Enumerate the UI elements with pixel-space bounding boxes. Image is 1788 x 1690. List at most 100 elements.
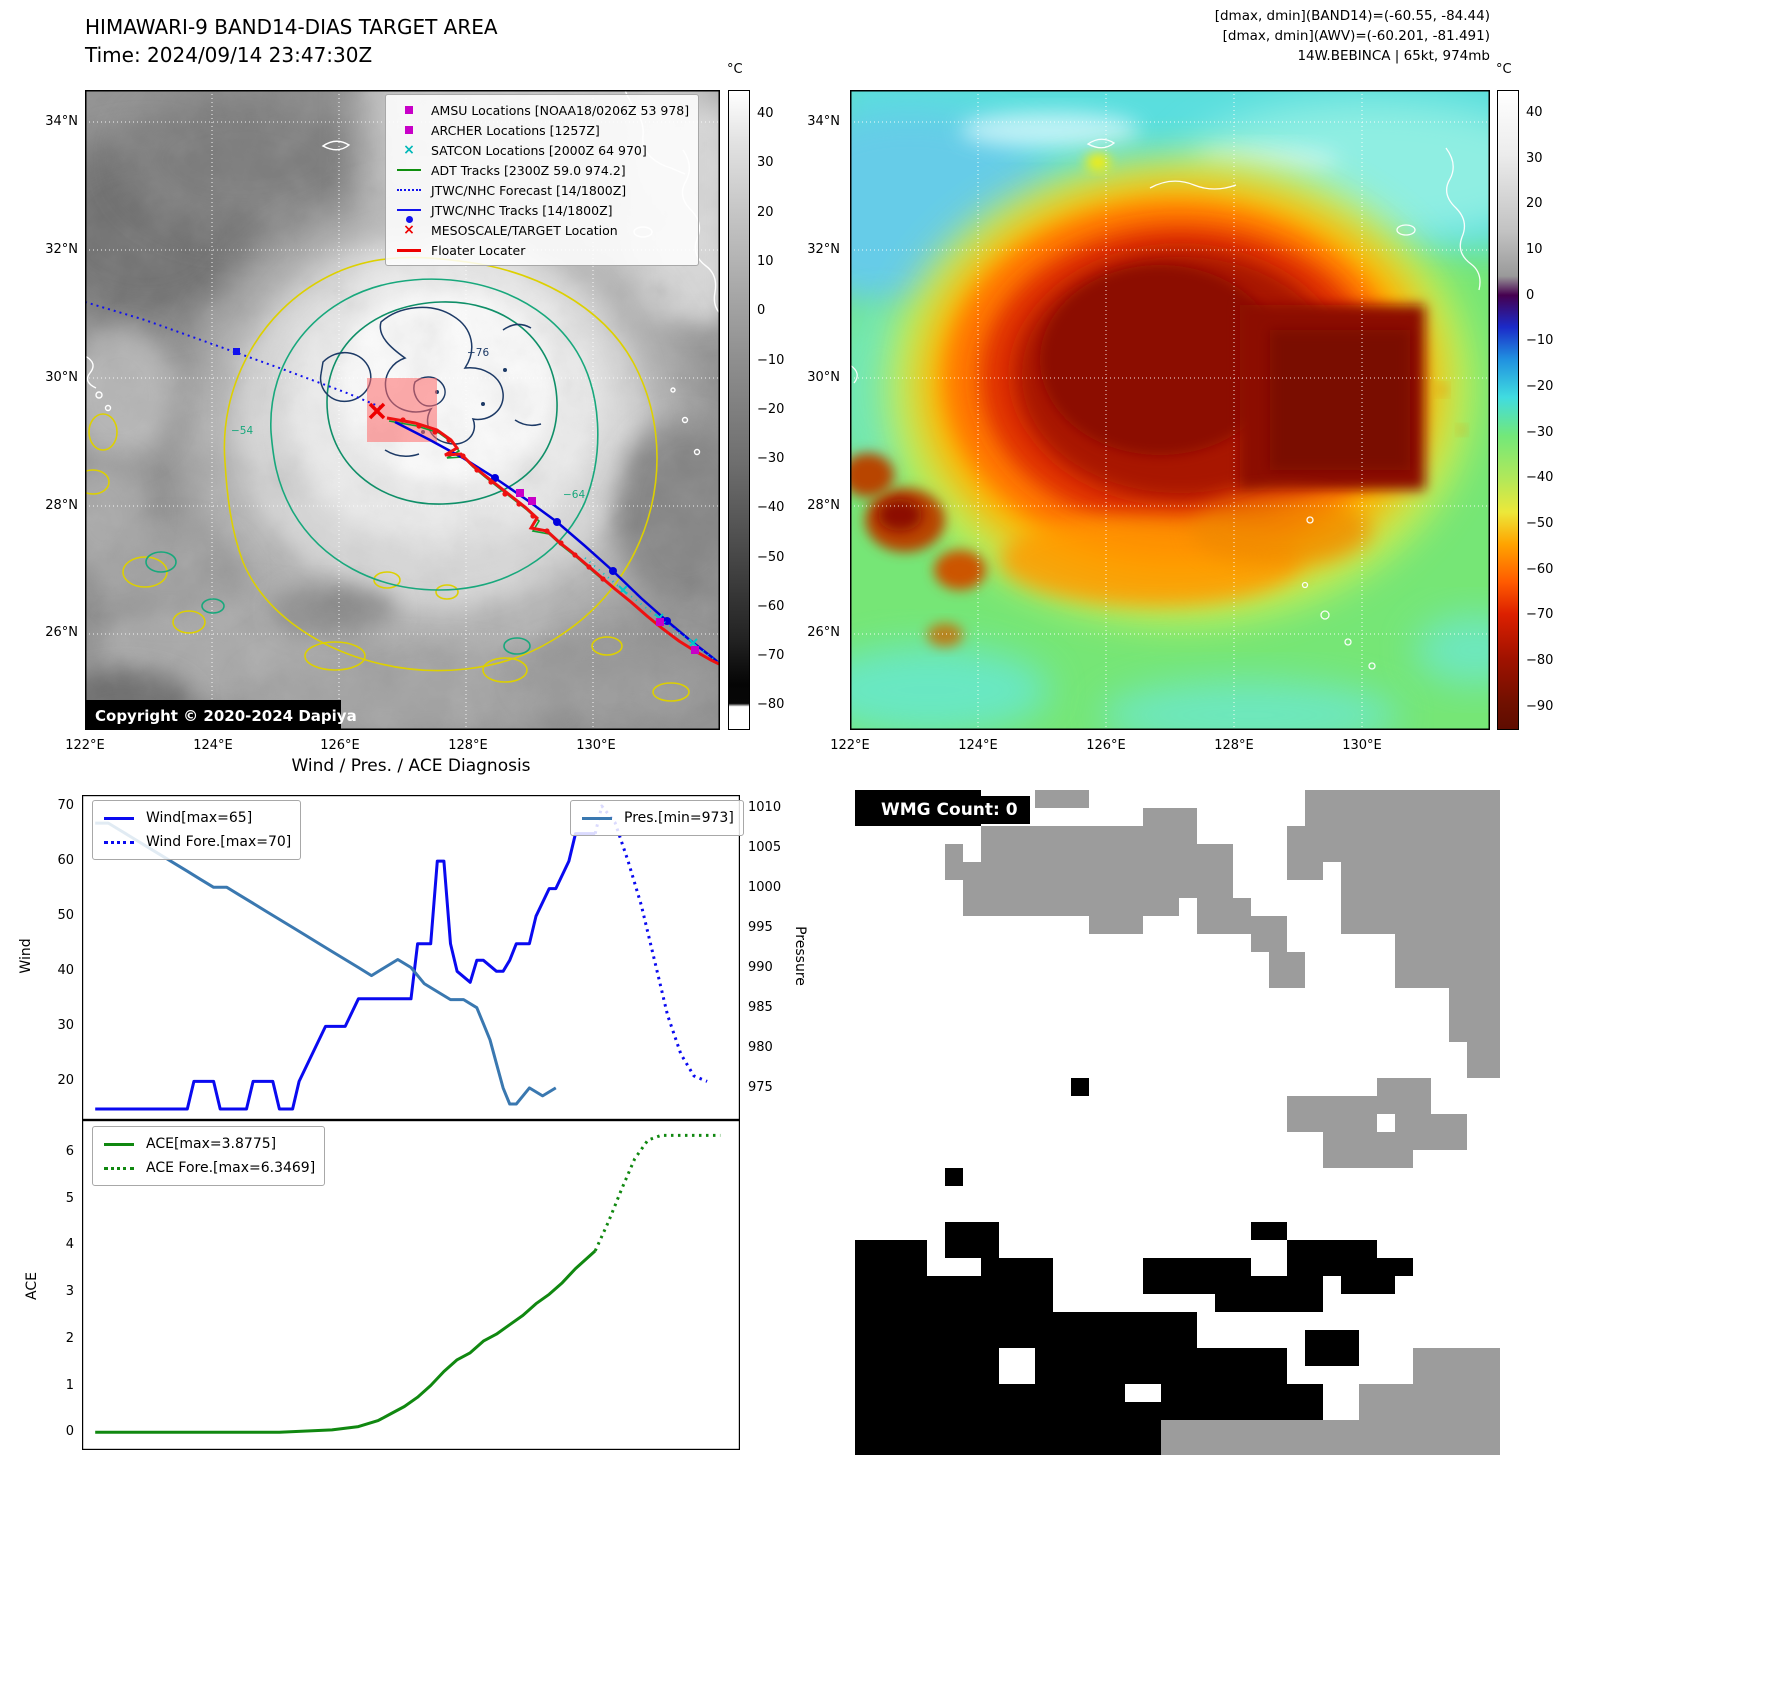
pressure-ytick: 1005 (748, 840, 782, 855)
ace-axis-label: ACE (24, 1272, 40, 1300)
colorbar-tick: −40 (1526, 470, 1554, 485)
lon-tick: 130°E (576, 738, 616, 753)
pressure-ytick: 975 (748, 1080, 773, 1095)
series-line (95, 1249, 597, 1434)
lat-tick: 34°N (807, 114, 840, 129)
colorbar-tick: 10 (757, 254, 774, 269)
colorbar-tick: −80 (1526, 653, 1554, 668)
colorbar-tick: 20 (1526, 196, 1543, 211)
ace-ytick: 5 (65, 1191, 74, 1206)
right-map-frame (850, 90, 1490, 730)
colorbar-tick: −70 (757, 648, 785, 663)
amsu-archer-markers (516, 489, 699, 654)
colorbar-tick: 0 (757, 303, 766, 318)
dmax-dmin-awv: [dmax, dmin](AWV)=(-60.201, -81.491) (1222, 28, 1490, 44)
left-map-contours (85, 256, 690, 702)
lon-tick: 124°E (958, 738, 998, 753)
colorbar-tick: −80 (757, 697, 785, 712)
legend-item-amsu: AMSU Locations [NOAA18/0206Z 53 978] (395, 100, 689, 120)
mesoscale-target-x-icon (368, 402, 386, 420)
legend-item-mesoscale: × MESOSCALE/TARGET Location (395, 220, 689, 240)
right-colorbar (1497, 90, 1519, 730)
lat-tick: 30°N (807, 370, 840, 385)
colorbar-tick: 30 (757, 155, 774, 170)
ace-ytick: 3 (65, 1284, 74, 1299)
series-line (593, 804, 708, 1083)
wmg-mask (855, 790, 1500, 1455)
legend-item-adt: ADT Tracks [2300Z 59.0 974.2] (395, 160, 689, 180)
lon-tick: 126°E (1086, 738, 1126, 753)
colorbar-tick: −50 (757, 550, 785, 565)
legend-item-jtwc-track: JTWC/NHC Tracks [14/1800Z] (395, 200, 689, 223)
floater-line-icon (395, 248, 423, 252)
legend-item-archer: ARCHER Locations [1257Z] (395, 120, 689, 140)
contour-label: −54 (231, 425, 253, 437)
left-map-title: HIMAWARI-9 BAND14-DIAS TARGET AREA (85, 15, 498, 39)
dmax-dmin-band14: [dmax, dmin](BAND14)=(-60.55, -84.44) (1214, 8, 1490, 24)
ace-fore-dotted-icon (102, 1166, 136, 1170)
archer-square-icon (395, 126, 423, 134)
right-map-coastlines (850, 138, 1481, 670)
legend-item-wind-fore: Wind Fore.[max=70] (102, 830, 291, 854)
wind-ytick: 30 (57, 1018, 74, 1033)
left-map-frame (85, 90, 720, 730)
colorbar-tick: 20 (757, 205, 774, 220)
wmg-count-badge: WMG Count: 0 (869, 796, 1030, 824)
right-satellite-map (850, 90, 1490, 730)
colorbar-tick: −20 (1526, 379, 1554, 394)
lon-tick: 122°E (830, 738, 870, 753)
colorbar-tick: −90 (1526, 699, 1554, 714)
lat-tick: 26°N (45, 625, 78, 640)
colorbar-tick: −30 (1526, 425, 1554, 440)
right-map-info: [dmax, dmin](BAND14)=(-60.55, -84.44) [d… (1140, 6, 1490, 66)
wind-line-icon (102, 816, 136, 820)
ace-legend: ACE[max=3.8775] ACE Fore.[max=6.3469] (92, 1126, 326, 1186)
copyright-banner: Copyright © 2020-2024 Dapiya (85, 700, 357, 730)
colorbar-tick: −60 (1526, 562, 1554, 577)
target-x-icon: × (403, 222, 415, 238)
pressure-line-icon (580, 816, 614, 820)
colorbar-tick: −70 (1526, 607, 1554, 622)
lat-tick: 32°N (807, 242, 840, 257)
adt-line-icon (395, 169, 423, 171)
left-colorbar (728, 90, 750, 730)
lon-tick: 128°E (1214, 738, 1254, 753)
colorbar-tick: 10 (1526, 242, 1543, 257)
wind-pressure-chart (82, 795, 740, 1120)
colorbar-tick: −40 (757, 500, 785, 515)
right-map-imagery (850, 90, 1490, 730)
wind-ytick: 20 (57, 1073, 74, 1088)
left-map-tracks (85, 301, 720, 667)
pressure-legend: Pres.[min=973] (570, 800, 744, 836)
legend-item-pressure: Pres.[min=973] (580, 806, 734, 830)
colorbar-tick: −60 (757, 599, 785, 614)
lat-tick: 26°N (807, 625, 840, 640)
storm-status: 14W.BEBINCA | 65kt, 974mb (1297, 48, 1490, 64)
lon-tick: 130°E (1342, 738, 1382, 753)
diagnosis-title: Wind / Pres. / ACE Diagnosis (291, 756, 531, 776)
lat-tick: 30°N (45, 370, 78, 385)
wind-axis-label: Wind (18, 938, 34, 974)
map-legend: AMSU Locations [NOAA18/0206Z 53 978] ARC… (385, 94, 700, 266)
right-map-grid (850, 90, 1490, 730)
ace-ytick: 0 (65, 1424, 74, 1439)
wind-ytick: 40 (57, 963, 74, 978)
colorbar-tick: 30 (1526, 151, 1543, 166)
series-line (593, 1133, 721, 1252)
legend-item-ace-fore: ACE Fore.[max=6.3469] (102, 1156, 315, 1180)
left-map-subtitle: Time: 2024/09/14 23:47:30Z (85, 43, 373, 67)
legend-item-wind: Wind[max=65] (102, 806, 291, 830)
colorbar-tick: −30 (757, 451, 785, 466)
wmg-white-holes (999, 1348, 1161, 1402)
colorbar-tick: −50 (1526, 516, 1554, 531)
satcon-x-icon: × (403, 142, 415, 158)
pressure-ytick: 990 (748, 960, 773, 975)
series-line (95, 821, 557, 1106)
wind-fore-dotted-icon (102, 840, 136, 844)
colorbar-tick: −10 (1526, 333, 1554, 348)
amsu-square-icon (395, 106, 423, 114)
lat-tick: 34°N (45, 114, 78, 129)
pressure-ytick: 995 (748, 920, 773, 935)
ace-ytick: 4 (65, 1237, 74, 1252)
